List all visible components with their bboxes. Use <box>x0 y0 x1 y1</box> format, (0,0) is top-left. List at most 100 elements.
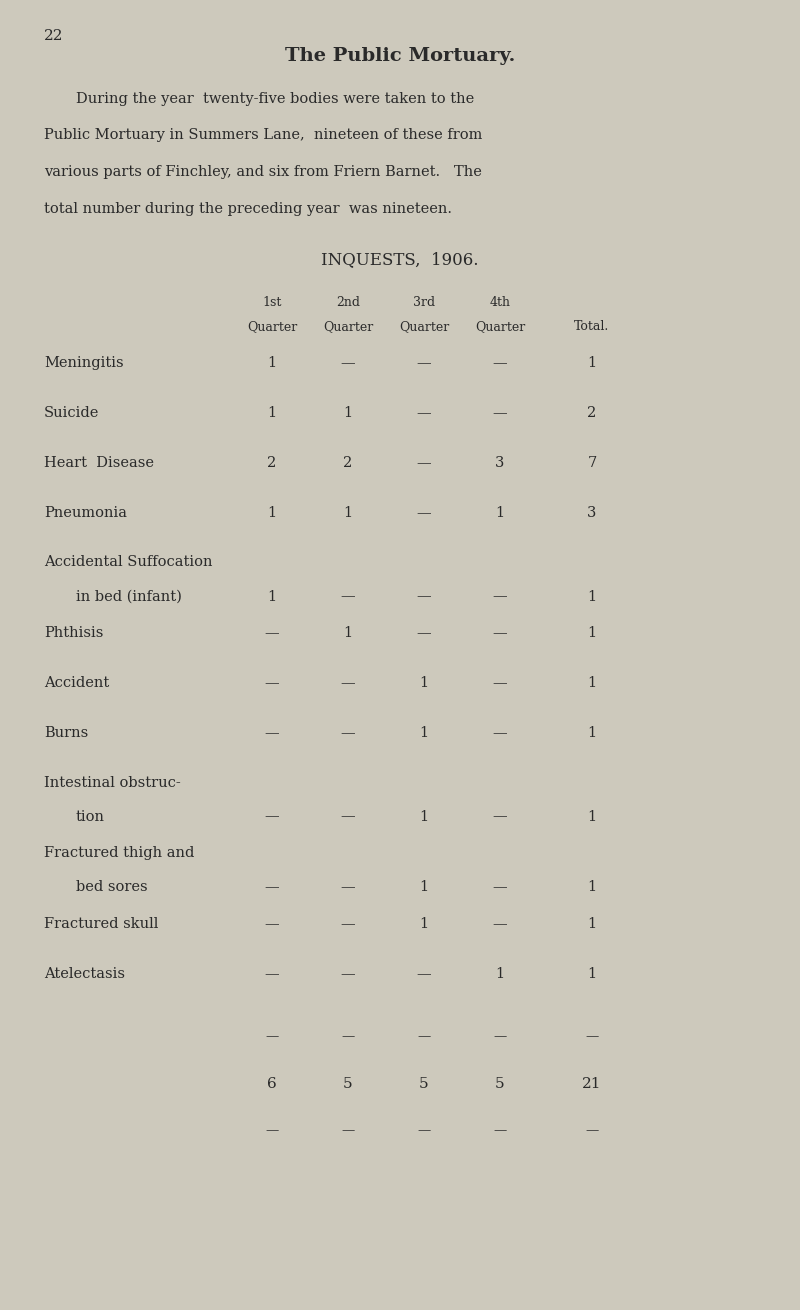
Text: —: — <box>417 456 431 470</box>
Text: —: — <box>341 810 355 824</box>
Text: —: — <box>341 676 355 690</box>
Text: 3: 3 <box>587 506 597 520</box>
Text: 1: 1 <box>343 406 353 421</box>
Text: 1: 1 <box>419 810 429 824</box>
Text: —: — <box>493 356 507 371</box>
Text: Atelectasis: Atelectasis <box>44 967 125 981</box>
Text: 1: 1 <box>267 506 277 520</box>
Text: 1: 1 <box>267 356 277 371</box>
Text: 2: 2 <box>587 406 597 421</box>
Text: Public Mortuary in Summers Lane,  nineteen of these from: Public Mortuary in Summers Lane, ninetee… <box>44 128 482 143</box>
Text: tion: tion <box>76 810 105 824</box>
Text: —: — <box>494 1030 506 1043</box>
Text: 1: 1 <box>587 880 597 895</box>
Text: —: — <box>265 880 279 895</box>
Text: —: — <box>493 917 507 931</box>
Text: —: — <box>341 726 355 740</box>
Text: various parts of Finchley, and six from Friern Barnet.   The: various parts of Finchley, and six from … <box>44 165 482 179</box>
Text: 7: 7 <box>587 456 597 470</box>
Text: 1: 1 <box>495 506 505 520</box>
Text: 2: 2 <box>267 456 277 470</box>
Text: bed sores: bed sores <box>76 880 148 895</box>
Text: 1: 1 <box>587 810 597 824</box>
Text: —: — <box>493 726 507 740</box>
Text: 6: 6 <box>267 1077 277 1091</box>
Text: —: — <box>493 406 507 421</box>
Text: Quarter: Quarter <box>475 320 525 333</box>
Text: Quarter: Quarter <box>247 320 297 333</box>
Text: 2: 2 <box>343 456 353 470</box>
Text: 1: 1 <box>587 726 597 740</box>
Text: 1: 1 <box>419 880 429 895</box>
Text: 1: 1 <box>267 590 277 604</box>
Text: —: — <box>265 810 279 824</box>
Text: —: — <box>342 1124 354 1137</box>
Text: 5: 5 <box>419 1077 429 1091</box>
Text: —: — <box>586 1124 598 1137</box>
Text: 5: 5 <box>495 1077 505 1091</box>
Text: in bed (infant): in bed (infant) <box>76 590 182 604</box>
Text: —: — <box>417 506 431 520</box>
Text: —: — <box>417 406 431 421</box>
Text: —: — <box>493 880 507 895</box>
Text: —: — <box>266 1124 278 1137</box>
Text: —: — <box>417 967 431 981</box>
Text: —: — <box>265 726 279 740</box>
Text: 1st: 1st <box>262 296 282 309</box>
Text: 1: 1 <box>419 917 429 931</box>
Text: —: — <box>341 917 355 931</box>
Text: Total.: Total. <box>574 320 610 333</box>
Text: Phthisis: Phthisis <box>44 626 103 641</box>
Text: 1: 1 <box>587 356 597 371</box>
Text: 1: 1 <box>587 590 597 604</box>
Text: 21: 21 <box>582 1077 602 1091</box>
Text: Fractured skull: Fractured skull <box>44 917 158 931</box>
Text: —: — <box>342 1030 354 1043</box>
Text: —: — <box>493 810 507 824</box>
Text: —: — <box>418 1124 430 1137</box>
Text: 3rd: 3rd <box>413 296 435 309</box>
Text: —: — <box>341 967 355 981</box>
Text: Quarter: Quarter <box>399 320 449 333</box>
Text: —: — <box>341 590 355 604</box>
Text: 1: 1 <box>587 967 597 981</box>
Text: —: — <box>266 1030 278 1043</box>
Text: Quarter: Quarter <box>323 320 373 333</box>
Text: Meningitis: Meningitis <box>44 356 124 371</box>
Text: Suicide: Suicide <box>44 406 99 421</box>
Text: 1: 1 <box>343 506 353 520</box>
Text: —: — <box>265 967 279 981</box>
Text: Accident: Accident <box>44 676 110 690</box>
Text: 1: 1 <box>267 406 277 421</box>
Text: Heart  Disease: Heart Disease <box>44 456 154 470</box>
Text: During the year  twenty-five bodies were taken to the: During the year twenty-five bodies were … <box>76 92 474 106</box>
Text: —: — <box>341 880 355 895</box>
Text: 2nd: 2nd <box>336 296 360 309</box>
Text: 1: 1 <box>587 676 597 690</box>
Text: —: — <box>417 626 431 641</box>
Text: —: — <box>494 1124 506 1137</box>
Text: Pneumonia: Pneumonia <box>44 506 127 520</box>
Text: 5: 5 <box>343 1077 353 1091</box>
Text: 1: 1 <box>587 626 597 641</box>
Text: —: — <box>265 917 279 931</box>
Text: —: — <box>586 1030 598 1043</box>
Text: —: — <box>493 626 507 641</box>
Text: The Public Mortuary.: The Public Mortuary. <box>285 47 515 66</box>
Text: INQUESTS,  1906.: INQUESTS, 1906. <box>322 252 478 269</box>
Text: Intestinal obstruc-: Intestinal obstruc- <box>44 776 181 790</box>
Text: 3: 3 <box>495 456 505 470</box>
Text: —: — <box>265 626 279 641</box>
Text: Burns: Burns <box>44 726 88 740</box>
Text: 1: 1 <box>419 676 429 690</box>
Text: —: — <box>493 590 507 604</box>
Text: 1: 1 <box>343 626 353 641</box>
Text: 4th: 4th <box>490 296 510 309</box>
Text: 22: 22 <box>44 29 63 43</box>
Text: —: — <box>418 1030 430 1043</box>
Text: —: — <box>493 676 507 690</box>
Text: 1: 1 <box>419 726 429 740</box>
Text: —: — <box>265 676 279 690</box>
Text: Fractured thigh and: Fractured thigh and <box>44 846 194 861</box>
Text: Accidental Suffocation: Accidental Suffocation <box>44 555 213 570</box>
